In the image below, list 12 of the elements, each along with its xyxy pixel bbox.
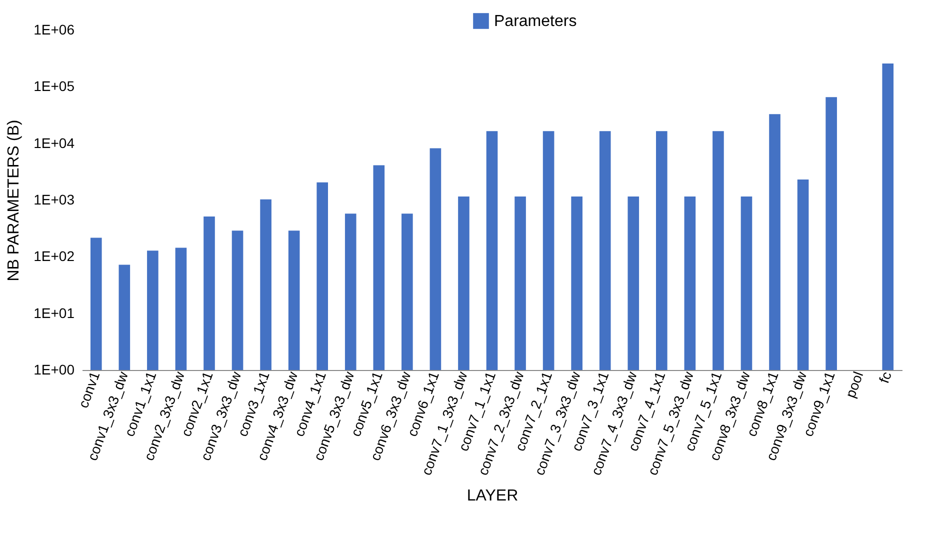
y-tick-label: 1E+01 (34, 304, 75, 321)
y-tick-label: 1E+02 (34, 248, 75, 264)
y-tick-label: 1E+04 (34, 134, 75, 151)
y-axis-title: NB PARAMETERS (B) (6, 120, 23, 282)
x-axis-title: LAYER (466, 487, 518, 504)
y-tick-label: 1E+05 (34, 78, 75, 94)
x-tick-label: pool (842, 369, 866, 400)
legend-label: Parameters (494, 13, 577, 30)
x-tick-label: fc (876, 369, 894, 386)
y-tick-label: 1E+00 (34, 362, 75, 378)
y-tick-label: 1E+06 (34, 22, 75, 38)
y-tick-label: 1E+03 (34, 192, 75, 208)
